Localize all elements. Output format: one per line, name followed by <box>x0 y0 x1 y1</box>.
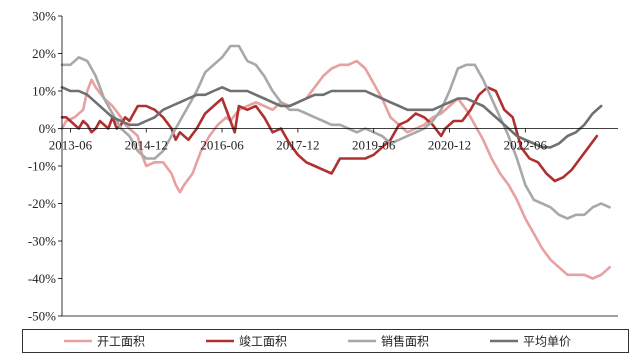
legend-box <box>22 329 629 353</box>
y-tick-label: -20% <box>28 196 56 211</box>
x-tick-label: 2019-06 <box>352 138 396 153</box>
y-tick-label: -50% <box>28 309 56 324</box>
series-line-1 <box>60 59 611 280</box>
y-tick-label: 30% <box>32 9 56 24</box>
legend-label-4: 平均单价 <box>523 335 571 349</box>
series-line-3 <box>60 44 611 220</box>
legend-label-2: 竣工面积 <box>239 334 287 349</box>
y-tick-label: -40% <box>28 271 56 286</box>
y-tick-label: -10% <box>28 159 56 174</box>
axis-layer: 30% 20% 10% 0% -10% -20% -30% -40% -50% 2013-06 20… <box>28 9 618 324</box>
y-tick-label: 20% <box>32 46 56 61</box>
legend-label-1: 开工面积 <box>97 335 145 349</box>
x-tick-label: 2022-06 <box>504 138 548 153</box>
y-tick-label: 0% <box>39 121 57 136</box>
x-tick-label: 2014-12 <box>125 138 168 153</box>
x-tick-label: 2017-12 <box>276 138 319 153</box>
series-layer <box>60 44 611 280</box>
legend: 开工面积 竣工面积 销售面积 平均单价 <box>22 329 629 353</box>
y-tick-label: 10% <box>32 84 56 99</box>
x-tick-label: 2016-06 <box>200 138 244 153</box>
y-tick-label: -30% <box>28 234 56 249</box>
x-tick-label: 2020-12 <box>428 138 471 153</box>
legend-label-3: 销售面积 <box>381 334 429 349</box>
series-line-4 <box>60 86 603 149</box>
x-tick-label: 2013-06 <box>49 138 93 153</box>
series-line-2 <box>60 86 599 183</box>
